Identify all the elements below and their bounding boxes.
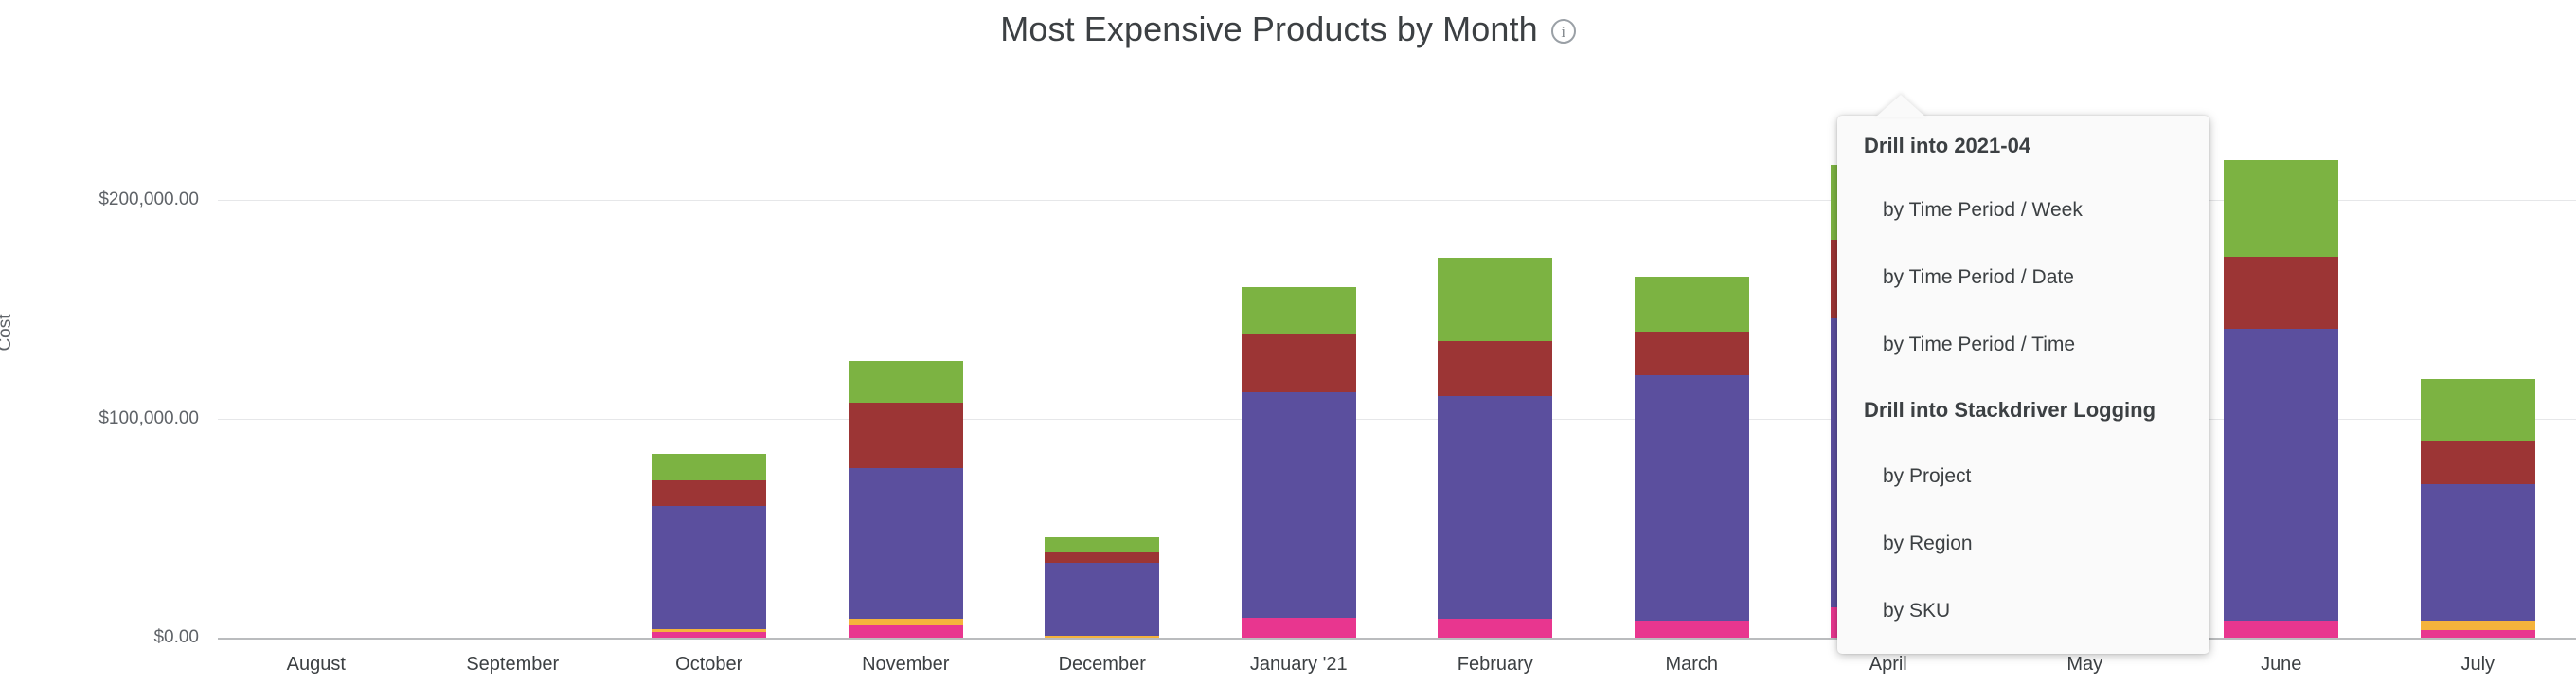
x-axis-label: March	[1665, 654, 1719, 675]
bar-segment[interactable]	[848, 619, 963, 626]
x-axis-labels: August September October November December Ja…	[218, 654, 2576, 682]
bar-segment[interactable]	[848, 360, 963, 403]
bar-june[interactable]	[2224, 160, 2339, 638]
bar-segment[interactable]	[1045, 635, 1160, 638]
bar-segment[interactable]	[2224, 329, 2339, 621]
bar-march[interactable]	[1634, 276, 1749, 638]
chart-header: Most Expensive Products by Month i	[0, 0, 2576, 59]
bar-segment[interactable]	[2420, 629, 2535, 638]
bar-segment[interactable]	[1634, 374, 1749, 621]
bar-november[interactable]	[848, 360, 963, 638]
drill-item-time-period-date[interactable]: by Time Period / Date	[1883, 265, 2074, 288]
bar-segment[interactable]	[1045, 563, 1160, 636]
y-tick-label-0: $0.00	[153, 627, 199, 647]
bar-segment[interactable]	[1634, 331, 1749, 375]
drill-item-time-period-time[interactable]: by Time Period / Time	[1883, 333, 2076, 355]
x-axis-label: December	[1058, 654, 1146, 675]
x-axis-label: November	[862, 654, 950, 675]
bar-segment[interactable]	[1241, 287, 1356, 334]
x-axis-label: August	[286, 654, 346, 675]
bar-segment[interactable]	[652, 632, 767, 638]
bars-layer	[218, 57, 2576, 640]
x-axis-label: June	[2261, 654, 2302, 675]
x-axis-label: April	[1869, 654, 1907, 675]
y-tick-label-100000: $100,000.00	[98, 408, 199, 428]
x-axis-label: May	[2066, 654, 2103, 675]
y-axis-title: Cost	[0, 314, 15, 352]
bar-october[interactable]	[652, 453, 767, 638]
bar-segment[interactable]	[2420, 620, 2535, 630]
bar-segment[interactable]	[2224, 160, 2339, 258]
x-axis-label: February	[1457, 654, 1533, 675]
gridline-100000	[218, 419, 2576, 420]
drill-menu-pointer	[1875, 95, 1926, 117]
bar-december[interactable]	[1045, 536, 1160, 638]
bar-segment[interactable]	[2420, 379, 2535, 442]
plot-area	[218, 57, 2576, 640]
bar-july[interactable]	[2420, 379, 2535, 638]
gridline-200000	[218, 200, 2576, 201]
bar-segment[interactable]	[1438, 619, 1553, 638]
bar-segment[interactable]	[1634, 620, 1749, 638]
drill-menu-section-1-title: Drill into 2021-04	[1864, 134, 2031, 157]
drill-item-region[interactable]: by Region	[1883, 532, 1973, 554]
bar-segment[interactable]	[652, 628, 767, 633]
x-axis-label: January '21	[1249, 654, 1348, 675]
x-axis-label: July	[2460, 654, 2496, 675]
bar-segment[interactable]	[652, 479, 767, 507]
x-axis-line	[218, 638, 2576, 640]
bar-segment[interactable]	[848, 402, 963, 468]
info-icon[interactable]: i	[1550, 19, 1576, 44]
page-title: Most Expensive Products by Month	[1000, 9, 1538, 48]
bar-segment[interactable]	[1241, 618, 1356, 638]
drill-menu[interactable]: Drill into 2021-04 by Time Period / Week…	[1837, 116, 2209, 654]
bar-segment[interactable]	[848, 468, 963, 620]
bar-segment[interactable]	[1241, 392, 1356, 619]
x-axis-label: September	[466, 654, 560, 675]
bar-segment[interactable]	[848, 625, 963, 638]
bar-segment[interactable]	[1438, 341, 1553, 396]
bar-segment[interactable]	[1045, 536, 1160, 552]
bar-segment[interactable]	[1438, 395, 1553, 620]
y-tick-label-200000: $200,000.00	[98, 190, 199, 209]
bar-segment[interactable]	[1241, 333, 1356, 393]
bar-segment[interactable]	[2420, 484, 2535, 621]
drill-item-time-period-week[interactable]: by Time Period / Week	[1883, 198, 2083, 221]
bar-segment[interactable]	[1045, 551, 1160, 564]
bar-segment[interactable]	[2224, 257, 2339, 330]
bar-segment[interactable]	[1438, 258, 1553, 341]
bar-segment[interactable]	[1634, 276, 1749, 332]
bar-segment[interactable]	[2224, 620, 2339, 638]
drill-item-sku[interactable]: by SKU	[1883, 599, 1951, 622]
bar-segment[interactable]	[2420, 441, 2535, 485]
drill-menu-section-2-title: Drill into Stackdriver Logging	[1864, 398, 2156, 422]
x-axis-label: October	[675, 654, 743, 675]
bar-segment[interactable]	[652, 506, 767, 629]
bar-february[interactable]	[1438, 258, 1553, 638]
bar-january-21[interactable]	[1241, 287, 1356, 638]
bar-segment[interactable]	[652, 453, 767, 480]
drill-item-project[interactable]: by Project	[1883, 464, 1972, 487]
